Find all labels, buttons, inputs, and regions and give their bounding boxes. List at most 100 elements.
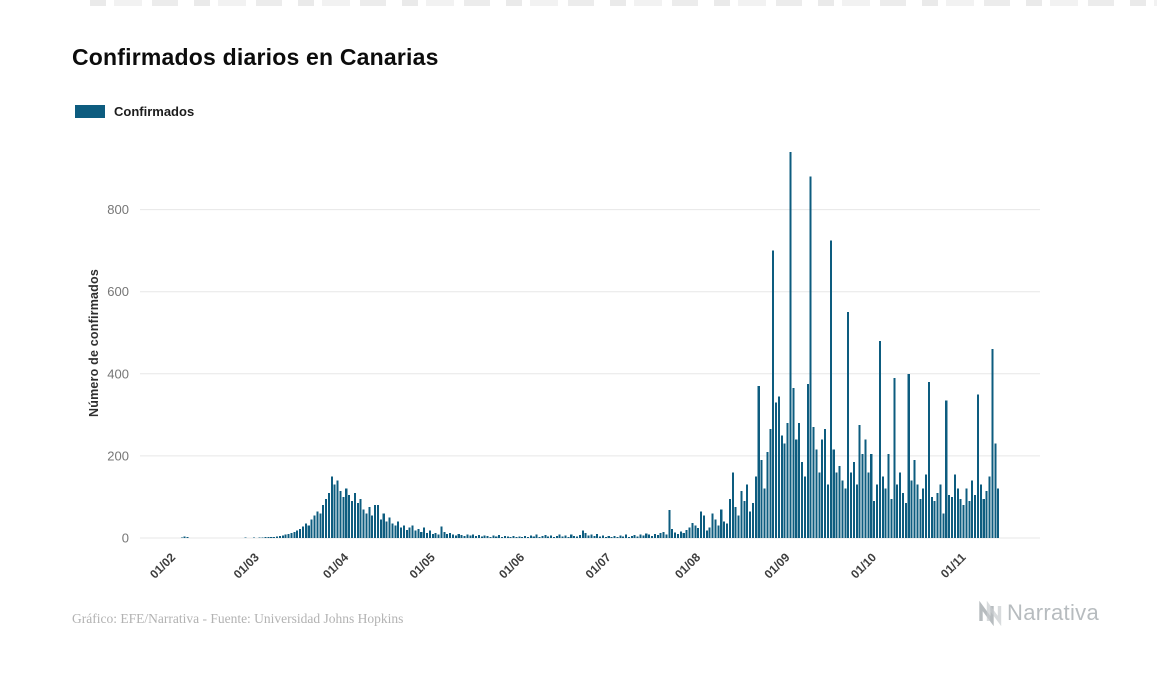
bar[interactable] — [792, 388, 795, 538]
bar[interactable] — [959, 499, 962, 538]
bar[interactable] — [515, 537, 518, 538]
bar[interactable] — [852, 462, 855, 538]
bar[interactable] — [584, 533, 587, 538]
bar[interactable] — [965, 488, 968, 538]
bar[interactable] — [561, 536, 564, 538]
bar[interactable] — [809, 176, 812, 539]
bar[interactable] — [901, 492, 904, 538]
bar[interactable] — [904, 503, 907, 538]
bar[interactable] — [798, 423, 801, 538]
bar[interactable] — [521, 536, 524, 538]
bar[interactable] — [463, 535, 466, 538]
bar[interactable] — [731, 472, 734, 538]
bar[interactable] — [723, 521, 726, 538]
bar[interactable] — [278, 535, 281, 538]
bar[interactable] — [832, 449, 835, 538]
bar[interactable] — [645, 533, 648, 538]
bar[interactable] — [818, 472, 821, 538]
bar[interactable] — [492, 535, 495, 538]
bar[interactable] — [570, 534, 573, 538]
bar[interactable] — [815, 449, 818, 538]
bar[interactable] — [619, 535, 622, 538]
bar[interactable] — [887, 453, 890, 538]
bar[interactable] — [786, 423, 789, 538]
bar[interactable] — [431, 533, 434, 538]
bar[interactable] — [740, 490, 743, 538]
bar[interactable] — [486, 535, 489, 538]
bar[interactable] — [636, 536, 639, 538]
bar[interactable] — [475, 535, 478, 538]
bar[interactable] — [457, 533, 460, 538]
bar[interactable] — [376, 505, 379, 538]
bar[interactable] — [374, 505, 377, 538]
bar[interactable] — [884, 488, 887, 538]
bar[interactable] — [443, 531, 446, 538]
bar[interactable] — [333, 484, 336, 538]
bar[interactable] — [495, 536, 498, 538]
bar[interactable] — [933, 501, 936, 538]
bar[interactable] — [789, 152, 792, 539]
bar[interactable] — [737, 515, 740, 538]
bar[interactable] — [979, 484, 982, 538]
bar[interactable] — [682, 533, 685, 538]
bar[interactable] — [625, 534, 628, 538]
bar[interactable] — [428, 530, 431, 538]
bar[interactable] — [757, 386, 760, 538]
bar[interactable] — [547, 536, 550, 538]
bar[interactable] — [662, 531, 665, 538]
bar[interactable] — [506, 536, 509, 538]
bar[interactable] — [783, 443, 786, 538]
bar[interactable] — [599, 536, 602, 538]
bar[interactable] — [601, 535, 604, 538]
bar[interactable] — [945, 400, 948, 538]
bar[interactable] — [365, 513, 368, 538]
bar[interactable] — [916, 484, 919, 538]
bar[interactable] — [708, 527, 711, 538]
bar[interactable] — [893, 377, 896, 538]
bar[interactable] — [466, 534, 469, 538]
bar[interactable] — [668, 510, 671, 538]
bar[interactable] — [518, 536, 521, 538]
bar[interactable] — [881, 476, 884, 538]
bar[interactable] — [287, 533, 290, 538]
bar[interactable] — [910, 480, 913, 538]
bar[interactable] — [956, 488, 959, 538]
bar[interactable] — [281, 535, 284, 538]
bar[interactable] — [472, 534, 475, 538]
bar[interactable] — [264, 537, 267, 538]
bar[interactable] — [838, 466, 841, 538]
bar[interactable] — [873, 501, 876, 538]
bar[interactable] — [896, 484, 899, 538]
bar[interactable] — [939, 484, 942, 538]
bar[interactable] — [890, 499, 893, 538]
bar[interactable] — [942, 513, 945, 538]
bar[interactable] — [754, 476, 757, 538]
bar[interactable] — [307, 525, 310, 538]
bar[interactable] — [858, 425, 861, 538]
bar[interactable] — [336, 480, 339, 538]
bar[interactable] — [760, 460, 763, 538]
bar[interactable] — [405, 529, 408, 538]
bar[interactable] — [526, 536, 529, 538]
bar[interactable] — [711, 513, 714, 538]
bar[interactable] — [728, 499, 731, 538]
bar[interactable] — [927, 382, 930, 538]
bar[interactable] — [509, 536, 512, 538]
bar[interactable] — [304, 523, 307, 538]
bar[interactable] — [296, 530, 299, 538]
bar[interactable] — [339, 490, 342, 538]
bar[interactable] — [919, 499, 922, 538]
bar[interactable] — [564, 535, 567, 538]
bar[interactable] — [829, 240, 832, 538]
bar[interactable] — [812, 427, 815, 538]
bar[interactable] — [420, 531, 423, 538]
bar[interactable] — [460, 535, 463, 538]
bar[interactable] — [769, 429, 772, 538]
bar[interactable] — [642, 535, 645, 538]
bar[interactable] — [408, 527, 411, 538]
bar[interactable] — [751, 503, 754, 538]
bar[interactable] — [772, 250, 775, 538]
bar[interactable] — [976, 394, 979, 538]
bar[interactable] — [578, 535, 581, 538]
bar[interactable] — [988, 476, 991, 538]
